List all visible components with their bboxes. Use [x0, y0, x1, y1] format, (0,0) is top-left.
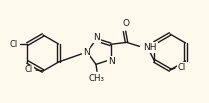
Text: Cl: Cl	[9, 39, 17, 49]
Text: NH: NH	[144, 43, 157, 52]
Text: N: N	[93, 33, 100, 42]
Text: N: N	[108, 57, 115, 66]
Text: CH₃: CH₃	[89, 74, 105, 83]
Text: Cl: Cl	[178, 63, 186, 71]
Text: O: O	[122, 19, 129, 28]
Text: Cl: Cl	[25, 66, 33, 74]
Text: N: N	[83, 47, 89, 57]
